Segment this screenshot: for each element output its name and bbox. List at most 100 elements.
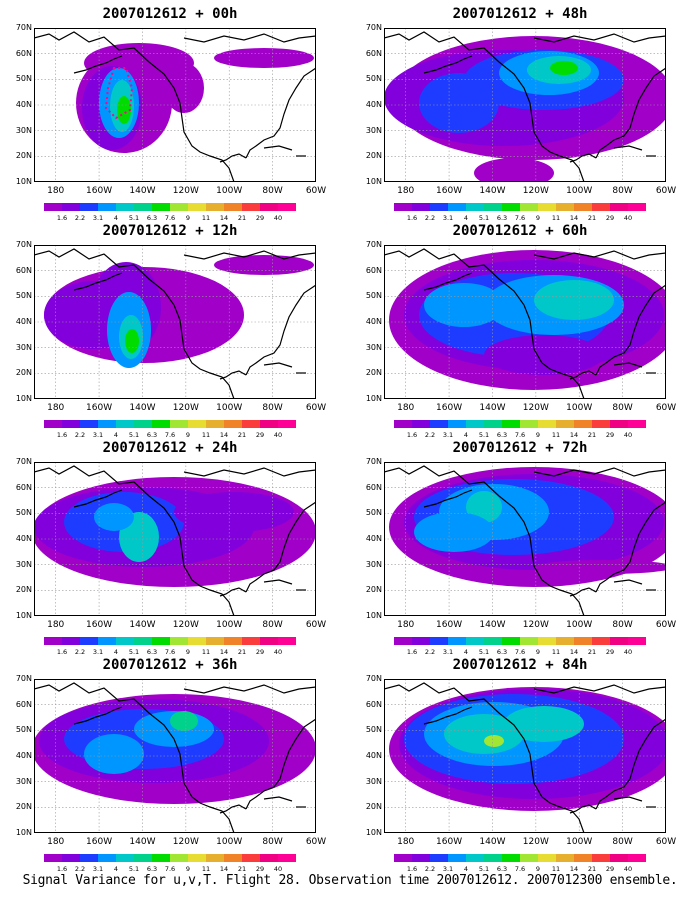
map-frame (34, 679, 316, 833)
colorbar (394, 203, 646, 211)
colorbar-label: 29 (255, 214, 265, 222)
panel-title: 2007012612 + 12h (102, 223, 238, 239)
lat-tick-label: 50N (15, 74, 32, 84)
colorbar-label: 21 (587, 865, 597, 873)
colorbar-swatch (188, 854, 206, 862)
colorbar-swatch (134, 637, 152, 645)
coastline (613, 796, 643, 802)
coastline (533, 250, 666, 260)
colorbar-swatch (430, 854, 448, 862)
coastline (34, 682, 235, 833)
lon-tick-label: 100W (566, 186, 593, 196)
lon-tick-label: 140W (129, 837, 156, 847)
colorbar-swatch (134, 420, 152, 428)
lon-tick-label: 120W (172, 837, 199, 847)
colorbar-swatch (502, 420, 520, 428)
lon-tick-label: 80W (262, 620, 283, 630)
lon-tick-label: 120W (522, 620, 549, 630)
lon-tick-label: 100W (566, 620, 593, 630)
gridlines (384, 28, 666, 182)
coastline (595, 501, 666, 593)
colorbar-label: 3.1 (442, 865, 454, 873)
lon-tick-label: 180 (47, 620, 65, 630)
colorbar-swatch (206, 420, 224, 428)
lat-tick-label: 70N (365, 457, 382, 466)
colorbar-swatch (466, 420, 484, 428)
contour-region (534, 560, 666, 574)
colorbar-swatch (278, 203, 296, 211)
colorbar-label: 1.6 (406, 648, 418, 656)
lat-tick-label: 50N (15, 291, 32, 301)
colorbar-swatch (260, 637, 278, 645)
colorbar-label: 2.2 (74, 648, 86, 656)
colorbar-swatch (170, 420, 188, 428)
colorbar-label: 40 (623, 865, 633, 873)
contour-region (174, 492, 294, 532)
colorbar-swatch (448, 420, 466, 428)
lon-tick-label: 100W (216, 620, 243, 630)
lon-tick-label: 120W (522, 403, 549, 413)
colorbar-label: 4 (113, 214, 119, 222)
colorbar-label: 1.6 (56, 431, 68, 439)
contour-fill (389, 467, 666, 587)
colorbar-swatch (628, 854, 646, 862)
colorbar-swatch (62, 637, 80, 645)
colorbar-swatch (610, 203, 628, 211)
lat-tick-label: 70N (365, 23, 382, 32)
colorbar-label: 7.6 (164, 431, 176, 439)
lat-tick-label: 60N (15, 699, 32, 709)
contour-fill (389, 250, 666, 390)
contour-region (550, 61, 578, 75)
colorbar-label: 9 (535, 865, 541, 873)
colorbar-swatch (224, 203, 242, 211)
panel-36h: 2007012612 + 36h 70N 60N 50N 40N 30N 20N 10N 18… (0, 657, 340, 879)
colorbar-label: 9 (535, 648, 541, 656)
map-frame (34, 245, 316, 399)
lat-tick-label: 30N (365, 125, 382, 135)
colorbar-swatch (394, 854, 412, 862)
colorbar-swatch (80, 420, 98, 428)
contour-region (419, 73, 499, 133)
coastline (423, 489, 473, 508)
panel-48h: 2007012612 + 48h 70N 60N 50N 40N 30N 20N 10N 18… (350, 6, 690, 228)
lat-tick-label: 30N (15, 125, 32, 135)
gridlines (34, 245, 316, 399)
lon-tick-label: 180 (47, 837, 65, 847)
colorbar-label: 9 (535, 431, 541, 439)
coastline (34, 31, 235, 182)
colorbar-label: 3.1 (92, 648, 104, 656)
colorbar-swatch (538, 203, 556, 211)
colorbar-label: 7.6 (164, 865, 176, 873)
colorbar-label: 9 (535, 214, 541, 222)
colorbar-label: 7.6 (164, 648, 176, 656)
colorbar-label: 3.1 (92, 214, 104, 222)
lat-tick-label: 20N (365, 368, 382, 378)
lon-tick-label: 180 (47, 403, 65, 413)
colorbar-swatch (538, 420, 556, 428)
lon-tick-label: 100W (566, 837, 593, 847)
colorbar-label: 11 (551, 648, 561, 656)
lat-tick-label: 60N (365, 699, 382, 709)
coastlines (384, 31, 666, 182)
colorbar-swatch (44, 420, 62, 428)
lat-tick-label: 30N (15, 776, 32, 786)
gridlines (384, 245, 666, 399)
lat-tick-label: 10N (15, 394, 32, 403)
colorbar-label: 1.6 (56, 214, 68, 222)
colorbar-label: 40 (273, 214, 283, 222)
colorbar-swatch (170, 854, 188, 862)
lon-tick-label: 60W (655, 186, 677, 196)
lat-tick-label: 50N (365, 74, 382, 84)
colorbar-label: 6.3 (496, 865, 508, 873)
coastline (533, 684, 666, 694)
lat-tick-label: 60N (15, 482, 32, 492)
colorbar-label: 6.3 (146, 431, 158, 439)
colorbar-swatch (556, 203, 574, 211)
colorbar-label: 29 (605, 431, 615, 439)
lon-tick-label: 120W (522, 186, 549, 196)
colorbar-label: 5.1 (478, 431, 490, 439)
panel-72h: 2007012612 + 72h 70N 60N 50N 40N 30N 20N 10N 18… (350, 440, 690, 662)
panel-title: 2007012612 + 72h (452, 440, 588, 456)
colorbar-swatch (98, 203, 116, 211)
map-frame (34, 462, 316, 616)
